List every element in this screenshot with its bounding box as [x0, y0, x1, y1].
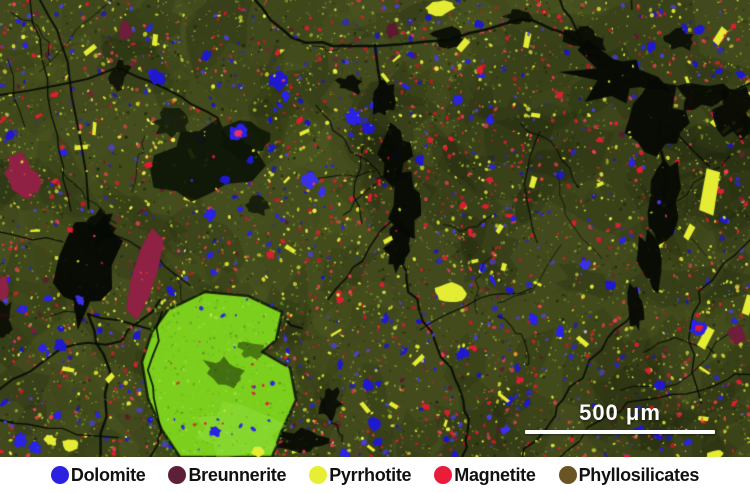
legend-item-breunnerite: Breunnerite [168, 464, 287, 486]
breunnerite-swatch-icon [168, 466, 187, 484]
scale-bar-line [525, 430, 715, 434]
legend-label-dolomite: Dolomite [70, 464, 146, 485]
phyllosilicates-swatch-icon [558, 466, 577, 484]
scale-bar: 500 μm [525, 400, 715, 434]
legend-item-dolomite: Dolomite [50, 464, 146, 486]
mineral-map-area: 500 μm [0, 0, 750, 457]
magnetite-swatch-icon [434, 466, 453, 484]
legend-label-pyrrhotite: Pyrrhotite [329, 464, 412, 485]
legend-item-phyllosilicates: Phyllosilicates [558, 464, 700, 486]
mineral-map [0, 0, 750, 457]
legend-label-breunnerite: Breunnerite [188, 464, 287, 485]
scale-bar-label: 500 μm [579, 400, 661, 425]
dolomite-swatch-icon [50, 466, 69, 484]
legend-item-pyrrhotite: Pyrrhotite [309, 464, 412, 486]
legend-item-magnetite: Magnetite [434, 464, 536, 486]
legend: Dolomite Breunnerite Pyrrhotite Magnetit… [0, 457, 750, 493]
pyrrhotite-swatch-icon [309, 466, 328, 484]
legend-label-magnetite: Magnetite [454, 464, 536, 485]
legend-label-phyllosilicates: Phyllosilicates [578, 464, 700, 485]
